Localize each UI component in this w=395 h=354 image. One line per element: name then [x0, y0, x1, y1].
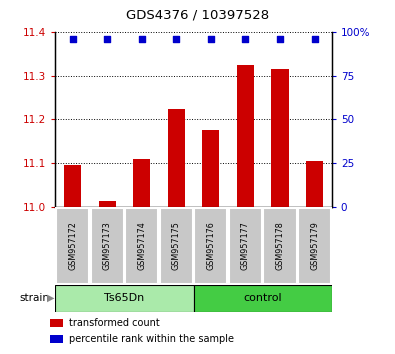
- Point: [70, 36, 76, 42]
- Text: GSM957172: GSM957172: [68, 222, 77, 270]
- Text: GDS4376 / 10397528: GDS4376 / 10397528: [126, 9, 269, 22]
- Point: [139, 36, 145, 42]
- Text: strain: strain: [19, 293, 49, 303]
- Text: GSM957178: GSM957178: [275, 222, 284, 270]
- Text: control: control: [243, 293, 282, 303]
- Bar: [55, 285, 194, 312]
- Point: [242, 36, 248, 42]
- Bar: [133, 159, 150, 207]
- Bar: [64, 165, 81, 207]
- Bar: [90, 208, 124, 284]
- Bar: [237, 65, 254, 207]
- Point: [208, 36, 214, 42]
- Text: GSM957173: GSM957173: [103, 222, 112, 270]
- Bar: [160, 208, 193, 284]
- Point: [311, 36, 318, 42]
- Bar: [50, 319, 64, 327]
- Point: [173, 36, 179, 42]
- Bar: [167, 109, 185, 207]
- Bar: [50, 335, 64, 343]
- Text: percentile rank within the sample: percentile rank within the sample: [70, 334, 234, 344]
- Text: GSM957175: GSM957175: [172, 222, 181, 270]
- Text: ▶: ▶: [47, 293, 54, 303]
- Text: GSM957174: GSM957174: [137, 222, 146, 270]
- Text: GSM957179: GSM957179: [310, 222, 319, 270]
- Text: transformed count: transformed count: [70, 318, 160, 328]
- Bar: [298, 208, 331, 284]
- Text: Ts65Dn: Ts65Dn: [104, 293, 145, 303]
- Bar: [271, 69, 289, 207]
- Bar: [194, 285, 332, 312]
- Bar: [194, 208, 228, 284]
- Bar: [306, 161, 323, 207]
- Text: GSM957177: GSM957177: [241, 222, 250, 270]
- Point: [104, 36, 110, 42]
- Text: GSM957176: GSM957176: [206, 222, 215, 270]
- Bar: [229, 208, 262, 284]
- Bar: [263, 208, 297, 284]
- Point: [277, 36, 283, 42]
- Bar: [125, 208, 158, 284]
- Bar: [98, 200, 116, 207]
- Bar: [202, 130, 220, 207]
- Bar: [56, 208, 89, 284]
